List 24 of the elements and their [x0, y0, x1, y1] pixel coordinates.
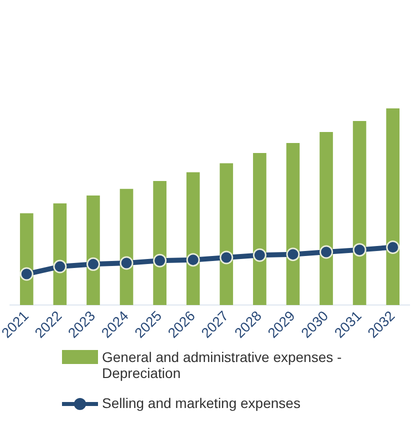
point — [86, 257, 100, 271]
bar — [120, 188, 134, 306]
point — [186, 253, 200, 267]
point — [53, 260, 67, 274]
point — [320, 245, 334, 259]
legend-label: Selling and marketing expenses — [102, 395, 300, 411]
point — [120, 256, 134, 270]
bar — [352, 120, 366, 306]
point — [286, 248, 300, 262]
bar — [286, 142, 300, 306]
bar — [86, 196, 100, 306]
point — [20, 267, 34, 281]
point — [386, 240, 400, 254]
legend-label: General and administrative expenses - Depreciation — [102, 349, 343, 381]
bar — [186, 172, 200, 306]
point — [220, 250, 234, 264]
point — [252, 248, 266, 262]
bar — [386, 108, 400, 306]
point — [153, 254, 167, 268]
bar — [220, 163, 234, 306]
bar — [153, 180, 166, 306]
bar — [253, 153, 266, 306]
bar — [320, 132, 333, 306]
point — [352, 243, 366, 257]
